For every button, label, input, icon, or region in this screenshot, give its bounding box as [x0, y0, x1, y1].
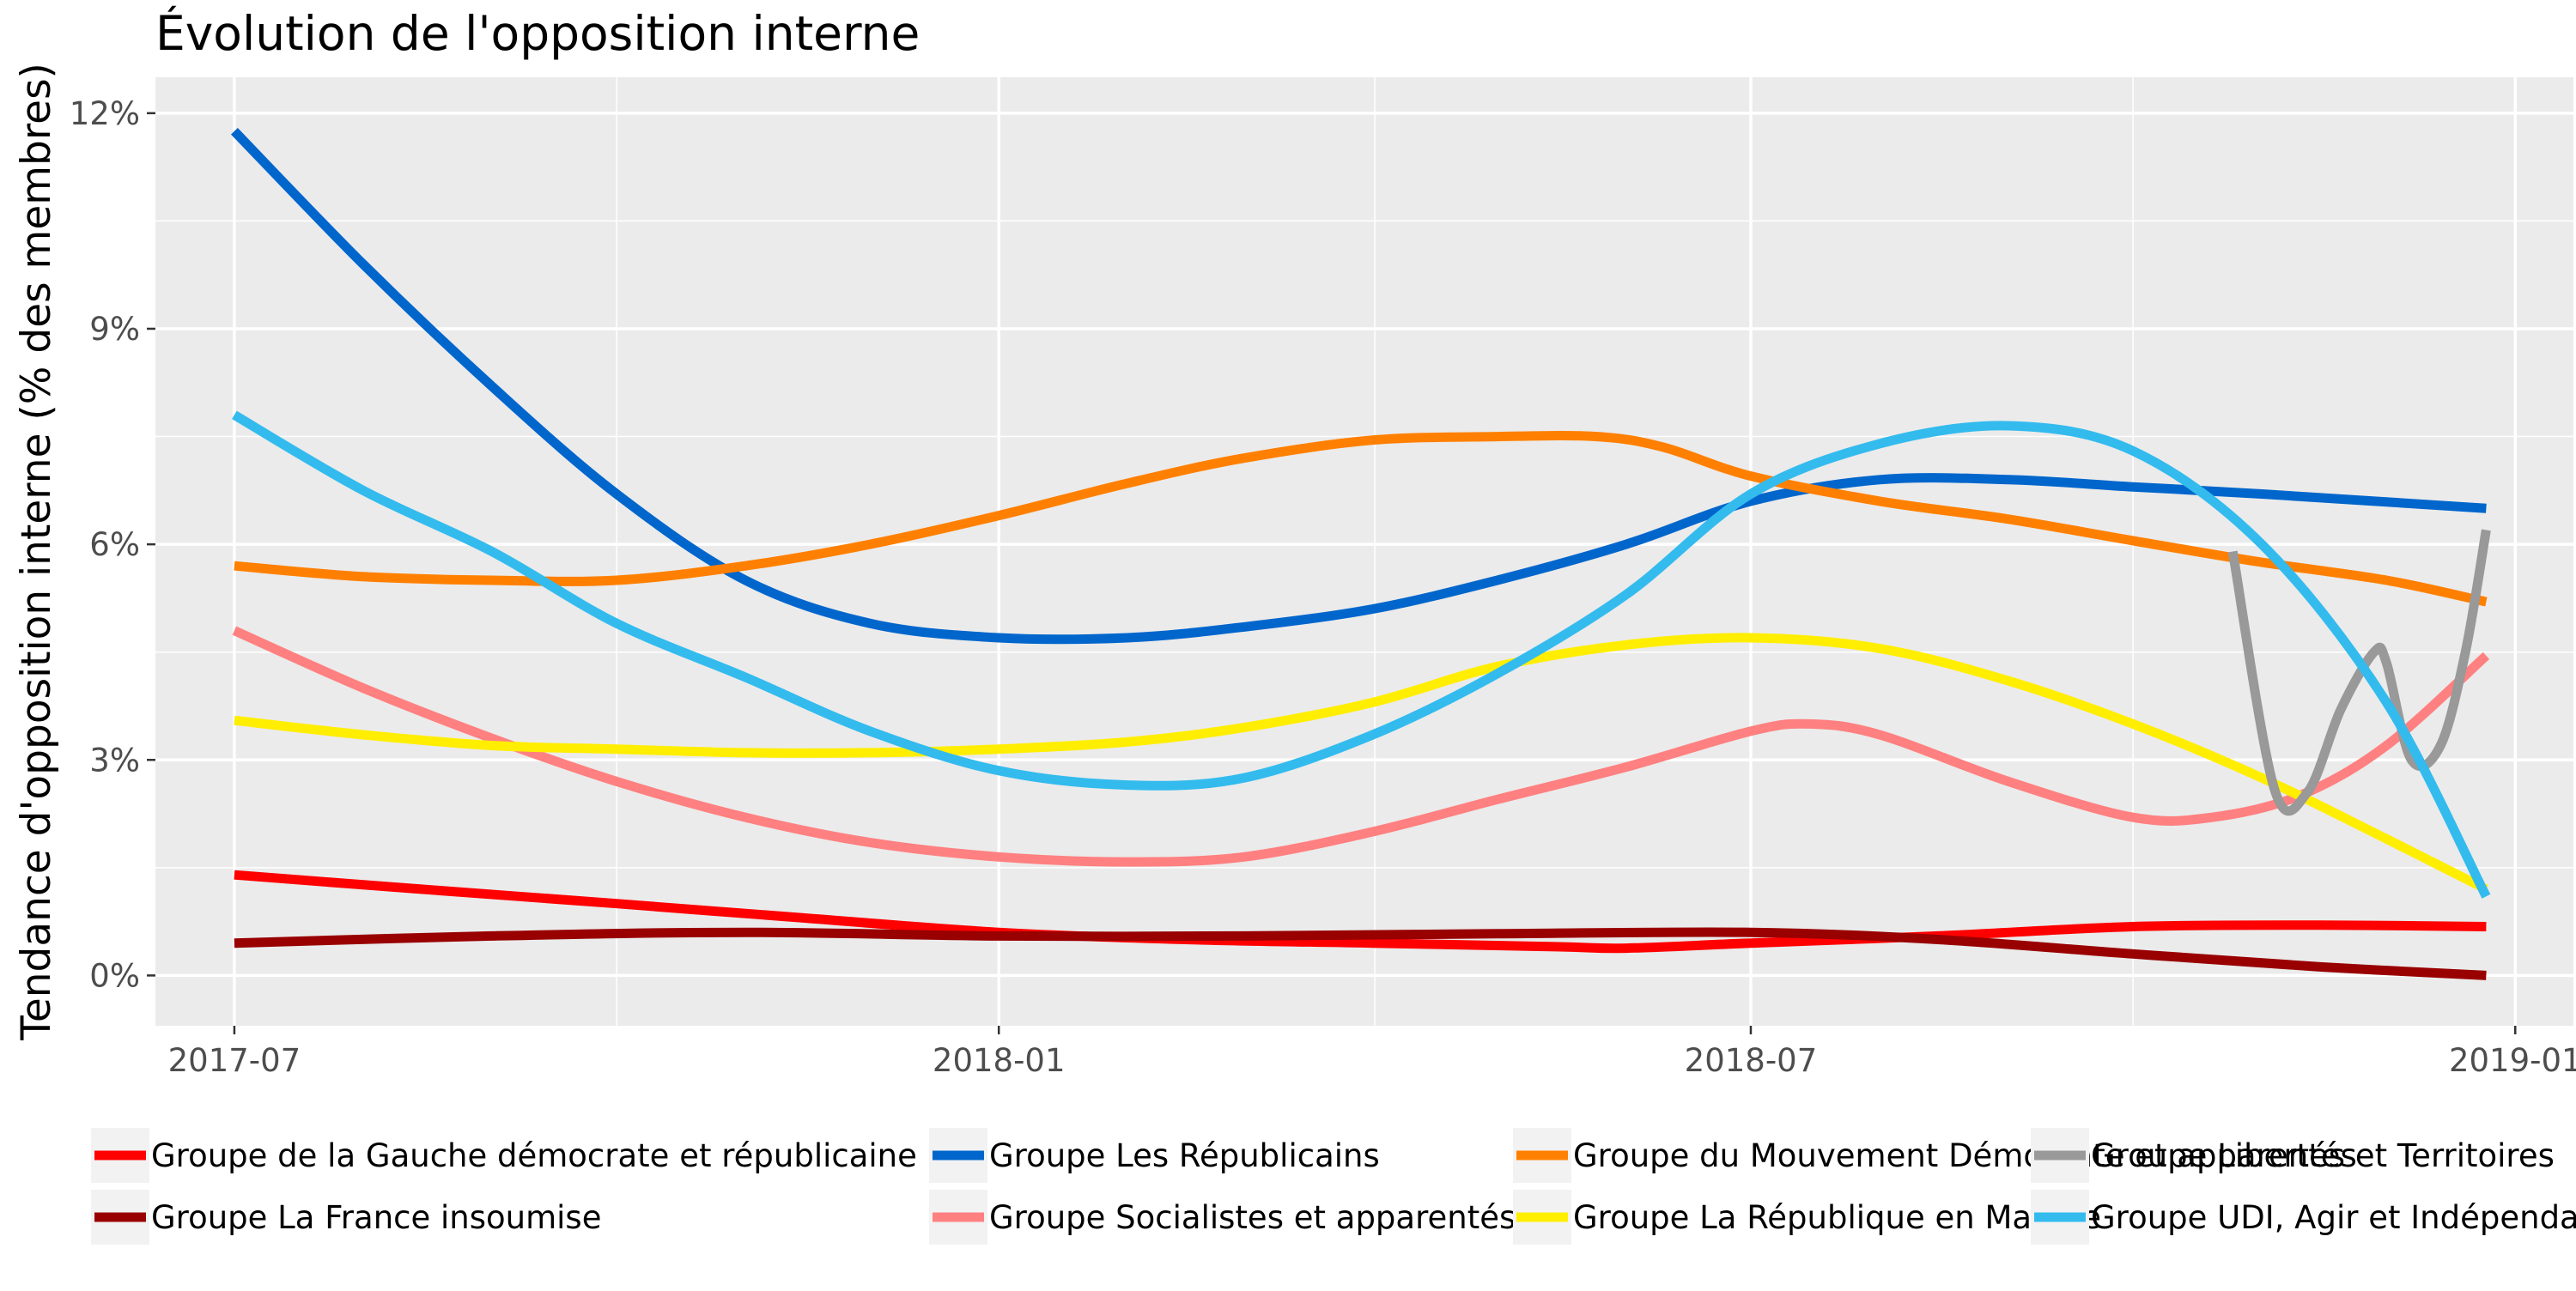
legend-label: Groupe La République en Marche: [1573, 1199, 2101, 1236]
series-line-3: [230, 127, 2487, 645]
legend-label: Groupe du Mouvement Démocrate et apparen…: [1573, 1137, 2357, 1174]
series-lines: [230, 127, 2491, 980]
legend-label: Groupe Les Républicains: [989, 1137, 1380, 1174]
y-tick-label: 9%: [89, 311, 140, 348]
x-tick-label: 2018-01: [933, 1042, 1066, 1079]
legend-label: Groupe Socialistes et apparentés: [989, 1199, 1516, 1236]
x-tick-label: 2019-01: [2449, 1042, 2576, 1079]
y-axis-label: Tendance d'opposition interne (% des mem…: [13, 63, 60, 1041]
series-line-2: [234, 927, 2487, 980]
legend-label: Groupe Libertés et Territoires: [2091, 1137, 2555, 1174]
y-tick-label: 6%: [89, 526, 140, 563]
series-line-7: [2227, 529, 2491, 816]
y-tick-label: 0%: [89, 957, 140, 994]
legend: Groupe de la Gauche démocrate et républi…: [91, 1128, 2576, 1245]
x-tick-label: 2018-07: [1685, 1042, 1818, 1079]
series-line-1: [234, 870, 2487, 954]
axes: 0% 3% 6% 9% 12% 2017-07 2018-01 2018-07 2019-01: [70, 95, 2576, 1079]
x-tick-label: 2017-07: [168, 1042, 301, 1079]
y-tick-label: 3%: [89, 742, 140, 779]
legend-label: Groupe UDI, Agir et Indépendants: [2091, 1199, 2576, 1236]
legend-label: Groupe de la Gauche démocrate et républi…: [151, 1137, 917, 1174]
series-line-4: [232, 626, 2490, 867]
series-line-6: [234, 633, 2488, 894]
chart-title: Évolution de l'opposition interne: [155, 6, 920, 61]
series-line-5: [234, 430, 2488, 607]
series-line-8: [232, 410, 2491, 899]
y-tick-label: 12%: [70, 95, 140, 132]
legend-label: Groupe La France insoumise: [151, 1199, 601, 1236]
